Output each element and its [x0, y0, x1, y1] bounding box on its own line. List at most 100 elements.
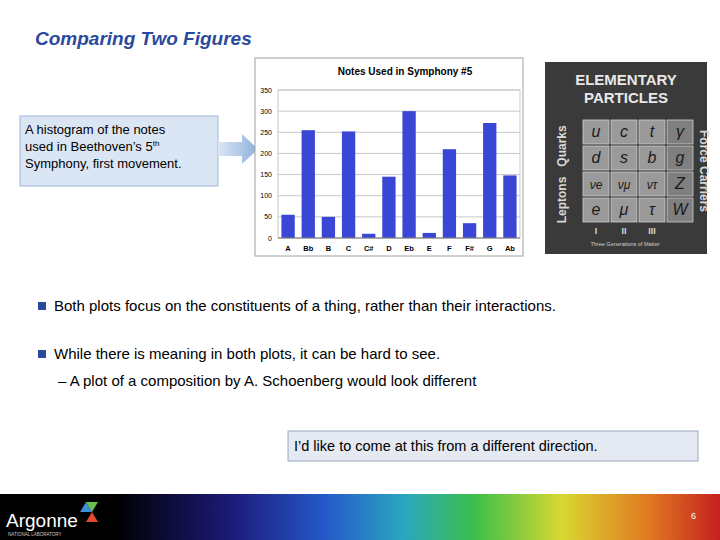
grid-line [278, 111, 520, 112]
callout-line: used in Beethoven’s 5th [25, 139, 159, 154]
particle-cell [667, 120, 693, 144]
particle-symbol: W [672, 201, 689, 218]
particle-symbol: μ [619, 201, 629, 218]
y-tick-label: 250 [260, 129, 272, 136]
bar [402, 111, 415, 238]
bar [342, 131, 355, 238]
callout-line: Symphony, first movement. [25, 156, 182, 171]
particle-symbol: c [620, 123, 628, 140]
particle-cell [639, 172, 665, 196]
page-number: 6 [691, 511, 696, 521]
particle-cell [667, 172, 693, 196]
bullet-marker [38, 302, 46, 310]
x-tick-label: B [326, 244, 332, 253]
particle-symbol: νμ [618, 178, 631, 192]
logo-triangle [86, 502, 98, 512]
particles-panel [545, 62, 707, 254]
y-tick-label: 300 [260, 108, 272, 115]
logo-triangle [86, 512, 98, 522]
plot-area [278, 90, 520, 238]
chart-title: Notes Used in Symphony #5 [338, 66, 473, 77]
y-tick-label: 350 [260, 87, 272, 94]
bullet-marker [38, 350, 46, 358]
particles-title: ELEMENTARY [575, 71, 677, 88]
bullet-text: Both plots focus on the constituents of … [54, 297, 556, 314]
bar [362, 234, 375, 238]
bar [463, 223, 476, 238]
x-axis [278, 238, 520, 239]
particle-symbol: b [648, 149, 657, 166]
particle-cell [639, 146, 665, 170]
particle-cell [583, 146, 609, 170]
callout-box [20, 116, 218, 186]
bar [483, 123, 496, 238]
callout-text: used in Beethoven’s 5 [25, 139, 153, 154]
y-tick-label: 0 [268, 235, 272, 242]
y-tick-label: 100 [260, 192, 272, 199]
bullet-text: While there is meaning in both plots, it… [54, 345, 440, 362]
particle-cell [639, 198, 665, 222]
particle-symbol: ντ [647, 178, 659, 192]
particles-title: PARTICLES [584, 89, 668, 106]
x-tick-label: C [346, 244, 352, 253]
generation-label: II [621, 226, 626, 236]
bar [443, 149, 456, 238]
callout-sup: th [153, 139, 160, 148]
callout-text: Symphony, first movement. [25, 156, 182, 171]
y-tick-label: 150 [260, 171, 272, 178]
bar [382, 177, 395, 238]
x-tick-label: F [447, 244, 452, 253]
particle-symbol: e [592, 201, 601, 218]
particle-cell [583, 172, 609, 196]
x-tick-label: Eb [404, 244, 414, 253]
x-tick-label: F# [465, 244, 475, 253]
particle-cell [611, 146, 637, 170]
x-tick-label: C# [364, 244, 374, 253]
x-tick-label: A [285, 244, 291, 253]
grid-line [278, 90, 520, 91]
particle-cell [667, 198, 693, 222]
particle-cell [583, 198, 609, 222]
logo-text: Argonne [6, 510, 78, 531]
particle-group: Leptons [555, 176, 569, 223]
grid-line [278, 238, 520, 239]
generation-label: III [648, 226, 656, 236]
particle-symbol: s [620, 149, 628, 166]
particle-symbol: d [592, 149, 602, 166]
bar [423, 233, 436, 238]
bar [302, 130, 315, 238]
bars [281, 111, 516, 238]
chart-frame [255, 58, 523, 256]
x-tick-label: G [487, 244, 493, 253]
x-tick-label: E [427, 244, 432, 253]
footer-band [0, 494, 720, 540]
particle-group: Quarks [555, 125, 569, 167]
x-tick-label: Bb [303, 244, 313, 253]
bar [281, 215, 294, 238]
particle-cell [611, 120, 637, 144]
y-tick-label: 50 [264, 213, 272, 220]
logo-subtext: NATIONAL LABORATORY [8, 532, 62, 537]
particle-symbol: νe [590, 178, 603, 192]
bar [503, 175, 516, 238]
particle-symbol: Z [674, 175, 686, 192]
particle-cell [667, 146, 693, 170]
generation-label: I [595, 226, 598, 236]
particle-cell [583, 120, 609, 144]
callout-text: A histogram of the notes [25, 122, 166, 137]
x-tick-label: D [386, 244, 392, 253]
particle-cell [611, 198, 637, 222]
sub-bullet-text: – A plot of a composition by A. Schoenbe… [58, 372, 477, 389]
particle-symbol: t [650, 123, 655, 140]
slide: Comparing Two Figures A histogram of the … [0, 0, 720, 540]
particle-symbol: u [592, 123, 601, 140]
x-tick-label: Ab [505, 244, 515, 253]
y-tick-label: 200 [260, 150, 272, 157]
bar [322, 217, 335, 238]
particle-symbol: γ [676, 123, 685, 140]
slide-title: Comparing Two Figures [35, 28, 252, 49]
particle-cell [639, 120, 665, 144]
particle-symbol: τ [649, 201, 656, 218]
particles-caption: Three Generations of Matter [590, 241, 659, 247]
particle-symbol: g [676, 149, 685, 166]
